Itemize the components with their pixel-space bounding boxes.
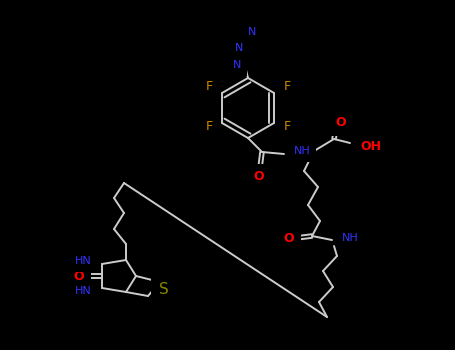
Text: OH: OH xyxy=(360,140,381,153)
Text: O: O xyxy=(336,117,346,130)
Text: F: F xyxy=(283,120,291,133)
Text: O: O xyxy=(254,170,264,183)
Text: F: F xyxy=(206,120,212,133)
Text: NH: NH xyxy=(294,146,311,156)
Text: F: F xyxy=(283,80,291,93)
Text: N: N xyxy=(233,60,241,70)
Text: HN: HN xyxy=(75,286,92,296)
Text: O: O xyxy=(74,270,84,282)
Text: S: S xyxy=(159,281,169,296)
Text: F: F xyxy=(206,80,212,93)
Text: HN: HN xyxy=(75,256,92,266)
Text: N: N xyxy=(235,43,243,53)
Text: O: O xyxy=(283,231,294,245)
Text: NH: NH xyxy=(342,233,359,243)
Text: N: N xyxy=(248,27,256,37)
